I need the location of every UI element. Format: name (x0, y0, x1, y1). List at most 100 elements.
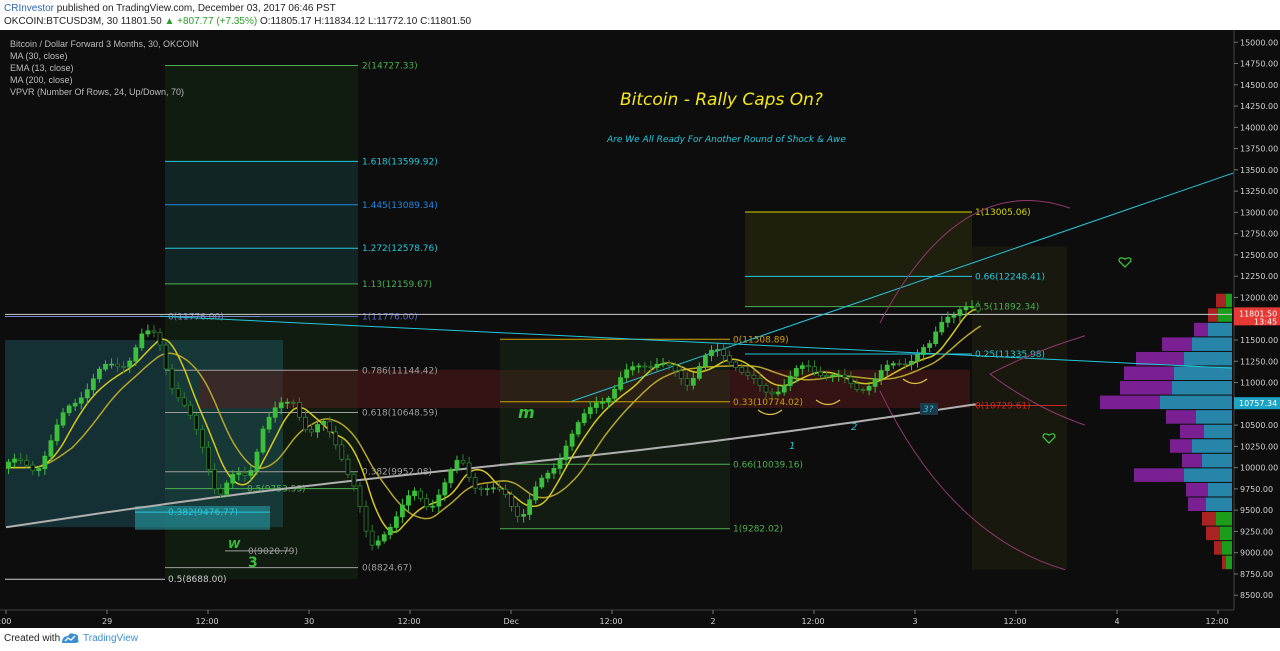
candle-body (78, 397, 84, 404)
bar-countdown: 13:45 (1254, 317, 1277, 326)
candle-body (284, 401, 290, 404)
tradingview-brand[interactable]: TradingView (83, 633, 139, 644)
candle-body (236, 472, 242, 475)
candle-body (187, 404, 193, 416)
projection-arc-top (879, 200, 1071, 324)
fib-cyan-zone (165, 161, 358, 284)
candle-body (496, 487, 502, 490)
candle-body (133, 347, 139, 362)
volume-profile-down-bar (1180, 424, 1204, 439)
candle-body (345, 458, 351, 475)
price-axis-label: 9750.00 (1240, 485, 1273, 494)
chart-header: CRInvestor published on TradingView.com,… (0, 0, 1280, 30)
candle-body (248, 470, 254, 476)
candle-body (193, 414, 199, 431)
candle-body (909, 360, 914, 365)
candle-body (24, 460, 30, 466)
candle-body (224, 482, 230, 495)
candle-body (860, 389, 866, 391)
smile-arc (757, 409, 783, 416)
fib-level-label: 0.5(8688.00) (168, 575, 227, 585)
candle-body (696, 366, 702, 379)
legend-ema13[interactable]: EMA (13, close) (10, 63, 74, 73)
candle-body (872, 378, 878, 387)
volume-profile-down-bar (1120, 381, 1172, 395)
candle-body (466, 462, 472, 478)
candle-body (363, 506, 369, 532)
candle-body (775, 391, 781, 395)
candle-body (54, 424, 60, 442)
fib-level-label: 0.382(9952.08) (362, 468, 432, 478)
volume-profile-down-bar (1136, 351, 1184, 366)
candle-body (618, 377, 623, 390)
candle-body (854, 383, 860, 390)
descending-trendline (160, 315, 1233, 369)
candle-body (266, 416, 272, 430)
marker-price-value: 10757.34 (1239, 399, 1277, 408)
fib-level-label: 0(10729.61) (975, 402, 1031, 412)
heart-icon (1042, 433, 1056, 444)
volume-profile-up-bar (1218, 308, 1232, 322)
candle-body (206, 446, 211, 470)
candle-body (951, 315, 957, 318)
price-axis-label: 9500.00 (1240, 506, 1273, 515)
price-axis-label: 8750.00 (1240, 570, 1273, 579)
time-axis-label: 12:00 (1004, 617, 1027, 626)
legend-vpvr[interactable]: VPVR (Number Of Rows, 24, Up/Down, 70) (10, 87, 185, 97)
candle-body (327, 420, 333, 433)
fib-level-label: 1(9282.02) (733, 525, 783, 535)
candle-body (163, 344, 169, 370)
chart-area[interactable]: 2(14727.33) 1.618(13599.92) 1.445(13089.34… (0, 30, 1280, 628)
candle-body (915, 354, 920, 362)
volume-profile-up-bar (1184, 351, 1232, 366)
candle-body (739, 367, 745, 373)
candle-body (424, 498, 430, 508)
wave-marker-3q: 3? (923, 405, 934, 415)
price-axis-label: 12500.00 (1240, 251, 1278, 260)
time-axis-label: 12:00 (1206, 617, 1229, 626)
pattern-marker-m: m (518, 403, 535, 422)
time-axis-label: 12:00 (398, 617, 421, 626)
candle-body (430, 505, 436, 508)
candle-body (490, 487, 496, 490)
time-axis-label: 30 (304, 617, 314, 626)
author-link[interactable]: CRInvestor (4, 3, 55, 14)
price-axis-label: 13000.00 (1240, 208, 1278, 217)
wave-marker-3: 3 (248, 555, 258, 571)
candle-body (703, 355, 708, 367)
candle-body (454, 460, 460, 471)
candle-body (709, 349, 714, 357)
fib-level-label: 0(9020.79) (248, 547, 298, 557)
candle-body (975, 306, 981, 312)
candle-body (42, 455, 48, 470)
projection-arc-inner-top (989, 335, 1086, 375)
candle-body (393, 516, 399, 528)
fib-level-label: 0.382(9476.77) (168, 508, 238, 518)
ma200-line (5, 403, 976, 529)
fib-level-label: 1.618(13599.92) (362, 157, 438, 167)
wave-marker-2: 2 (851, 422, 857, 433)
wave-marker-w: W (228, 538, 241, 551)
candle-body (866, 385, 872, 391)
candle-body (836, 374, 842, 377)
candle-body (321, 420, 327, 425)
time-axis-label: Dec (504, 617, 519, 626)
price-chart[interactable]: 2(14727.33) 1.618(13599.92) 1.445(13089.34… (0, 30, 1280, 628)
volume-profile-down-bar (1202, 512, 1216, 526)
price-axis-label: 11000.00 (1240, 379, 1278, 388)
fib-level-label: 0.33(10774.02) (733, 398, 803, 408)
legend-ma200[interactable]: MA (200, close) (10, 75, 73, 85)
candle-body (200, 429, 205, 448)
candle-body (472, 477, 478, 489)
candle-body (593, 402, 599, 408)
candle-body (436, 494, 442, 507)
candle-body (103, 363, 108, 370)
volume-profile-down-bar (1162, 337, 1192, 351)
candle-body (545, 472, 551, 479)
candle-body (272, 407, 278, 418)
candle-body (672, 364, 678, 372)
candle-body (945, 316, 951, 323)
fib-level-label: 0.25(11335.98) (975, 350, 1045, 360)
legend-ma30[interactable]: MA (30, close) (10, 51, 68, 61)
candle-body (303, 416, 308, 431)
